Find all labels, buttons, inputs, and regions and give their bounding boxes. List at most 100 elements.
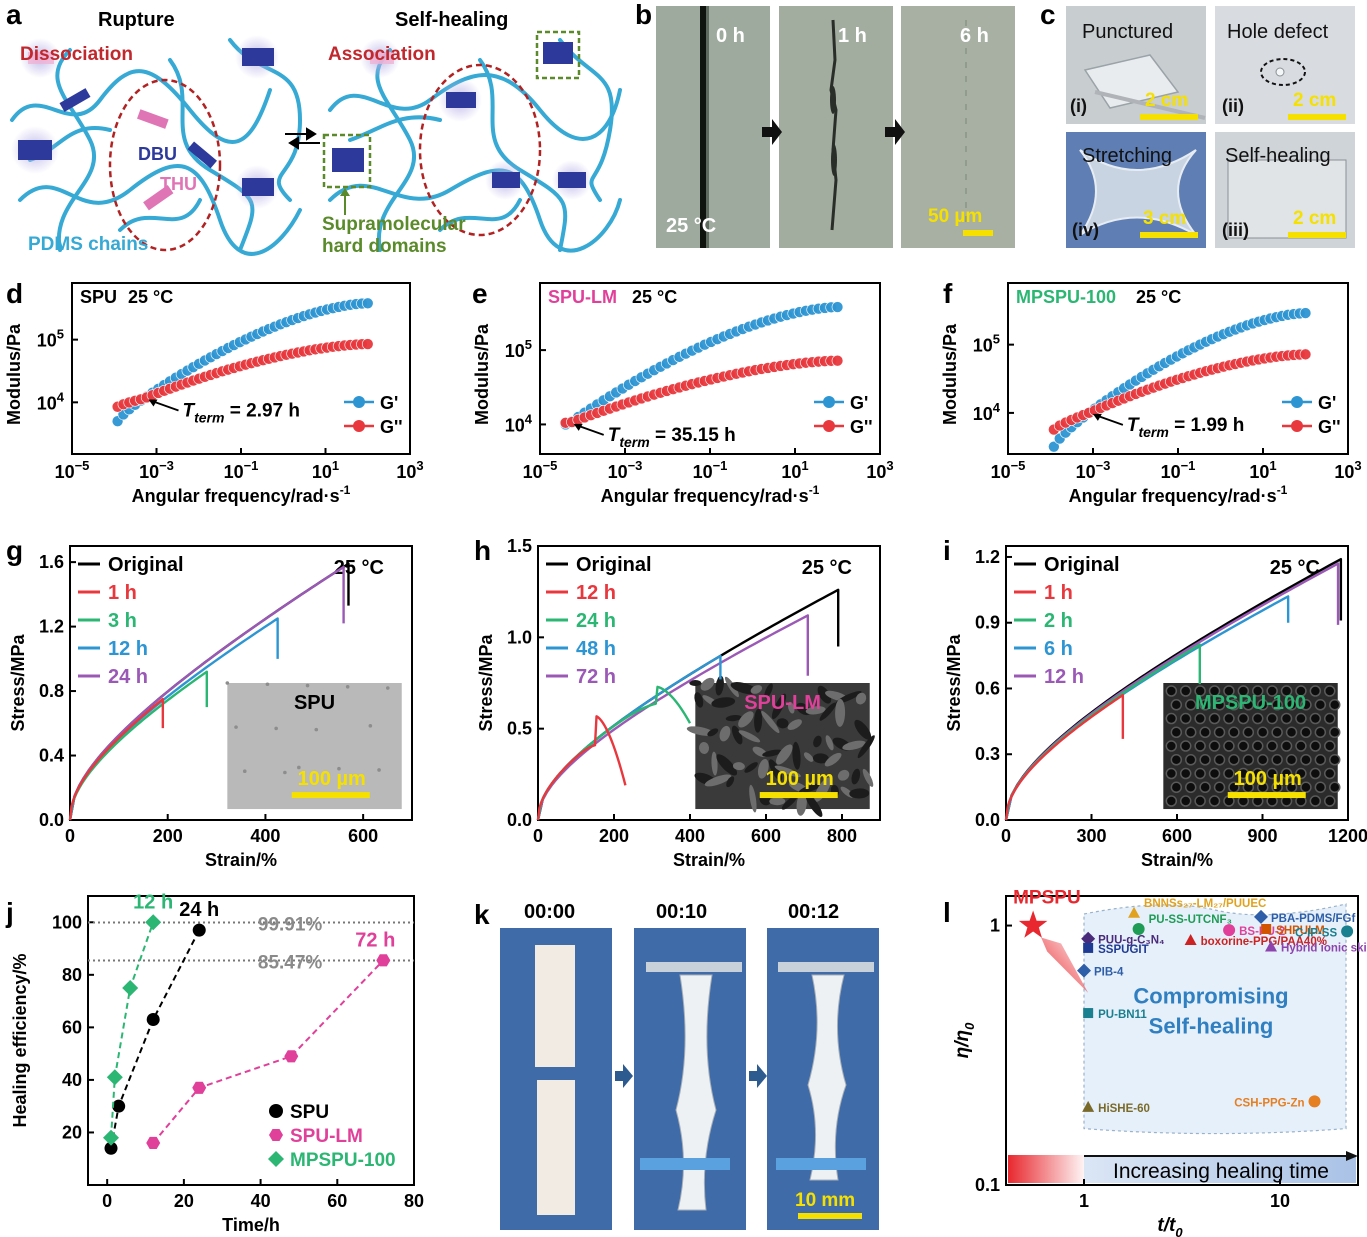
highlight-arrow <box>1041 937 1089 993</box>
texture <box>837 769 850 781</box>
legend-label: Original <box>576 554 652 576</box>
texture <box>812 753 829 764</box>
pore <box>1208 685 1221 697</box>
x-axis-label: Time/h <box>222 1215 280 1235</box>
pore <box>1194 685 1206 697</box>
temp-label-b: 25 °C <box>666 215 716 237</box>
pore <box>1280 685 1293 697</box>
panel-letter-l: l <box>943 897 951 928</box>
pore <box>1285 754 1298 766</box>
x-tick-label: 400 <box>250 826 280 846</box>
legend-label: 48 h <box>576 638 616 660</box>
literature-label: boxorine-PPG/PAA40% <box>1201 936 1327 948</box>
reference-label: 85.47% <box>258 952 323 973</box>
x-axis-label: Strain/% <box>205 850 277 870</box>
pore <box>1165 685 1178 697</box>
x-tick-label: 10−1 <box>693 458 728 482</box>
legend-label: 12 h <box>1044 666 1084 688</box>
pore <box>1165 712 1178 725</box>
texture <box>842 740 866 751</box>
y-axis-label: Modulus/Pa <box>472 323 492 425</box>
literature-label: PBA-PDMS/FGf <box>1271 913 1356 925</box>
curve-1-h <box>1004 693 1125 821</box>
pore <box>1208 712 1221 725</box>
inset-scale-bar <box>291 792 370 799</box>
pore <box>1314 699 1327 711</box>
literature-point <box>1128 906 1141 918</box>
time-arrow-label: Increasing healing time <box>1113 1160 1329 1183</box>
legend-label: 24 h <box>576 610 616 632</box>
pore <box>1271 726 1283 739</box>
literature-point <box>1083 942 1094 953</box>
x-tick-label: 10−1 <box>224 458 259 482</box>
pore <box>1213 699 1226 711</box>
data-point-storage <box>1048 440 1060 453</box>
texture <box>738 711 754 728</box>
pore <box>1271 699 1283 711</box>
literature-point <box>1184 933 1197 945</box>
pore <box>1237 712 1250 725</box>
x-tick-label: 200 <box>599 826 629 846</box>
pore <box>1184 726 1197 739</box>
x-tick-label: 10−5 <box>991 458 1026 482</box>
temperature-label: 25 °C <box>128 287 173 307</box>
pore <box>1251 767 1264 780</box>
legend-marker <box>269 1104 283 1118</box>
y-tick-label: 104 <box>37 389 65 413</box>
y-axis-label: Stress/MPa <box>476 633 496 731</box>
association-label: Association <box>328 44 436 65</box>
x-tick-label: 103 <box>396 458 423 482</box>
time-arrow-head <box>1346 1151 1358 1161</box>
panel-d: d 10−5 10−3 10−1 101 103 104 105 Angular frequen… <box>4 278 424 506</box>
inset-label: SPU <box>294 692 335 714</box>
texture <box>854 719 872 740</box>
literature-label: PUU-g-C₃N₄ <box>1098 935 1164 947</box>
pore <box>1237 685 1250 697</box>
x-tick-label: 1200 <box>1328 826 1367 846</box>
y-tick-label: 0.9 <box>975 613 1000 633</box>
panel-f: f 10−5 10−3 10−1 101 103 104 105 Angular frequen… <box>940 278 1362 506</box>
time-k-2: 00:12 <box>788 901 839 923</box>
pore <box>1165 795 1178 807</box>
annotation-text: Tterm = 2.97 h <box>183 401 301 426</box>
scale-label-b: 50 µm <box>928 206 982 227</box>
panel-g: g 0 200 400 600 0.0 0.4 0.8 1.2 1.6 Strain/% Stress… <box>6 535 413 870</box>
pore <box>1223 712 1235 725</box>
panel-c: c Punctured Hole defect Stretching Self-… <box>1040 0 1355 248</box>
texture <box>726 776 735 788</box>
pore <box>1309 740 1322 752</box>
pore <box>1184 754 1197 766</box>
pore <box>1328 754 1341 766</box>
pore <box>1323 712 1336 725</box>
pore <box>1208 767 1221 780</box>
point-label: 24 h <box>179 899 219 921</box>
texture <box>787 719 802 730</box>
inset-scale-label: 100 µm <box>298 768 366 790</box>
panel-a: a Rupture Self-healing Dissoci <box>6 0 622 257</box>
y-tick-label: 105 <box>505 337 532 361</box>
texture <box>798 783 822 793</box>
literature-label: CSH-PPG-Zn <box>1234 1097 1304 1109</box>
legend-label: SPU-LM <box>290 1126 363 1147</box>
pore <box>1256 699 1269 711</box>
pore <box>1251 712 1264 725</box>
pore <box>1328 699 1341 711</box>
photo-hole-defect <box>1215 6 1355 124</box>
x-tick-label: 0 <box>102 1191 112 1211</box>
pore <box>1223 740 1235 752</box>
inset-scale-bar <box>759 792 838 799</box>
panel-letter-k: k <box>474 899 490 930</box>
title-punctured: Punctured <box>1082 21 1173 43</box>
data-point-loss <box>1299 348 1312 361</box>
pore <box>1179 685 1192 697</box>
x-tick-label: 0 <box>65 826 75 846</box>
scale-c-ii: 2 cm <box>1293 90 1336 111</box>
annotation-arrowhead <box>1092 413 1102 421</box>
trend-line <box>110 929 201 1149</box>
pore <box>1228 754 1240 766</box>
literature-point <box>1308 1095 1321 1108</box>
curve-3-h <box>68 670 208 821</box>
pore <box>1266 740 1278 752</box>
data-point <box>146 1012 160 1026</box>
